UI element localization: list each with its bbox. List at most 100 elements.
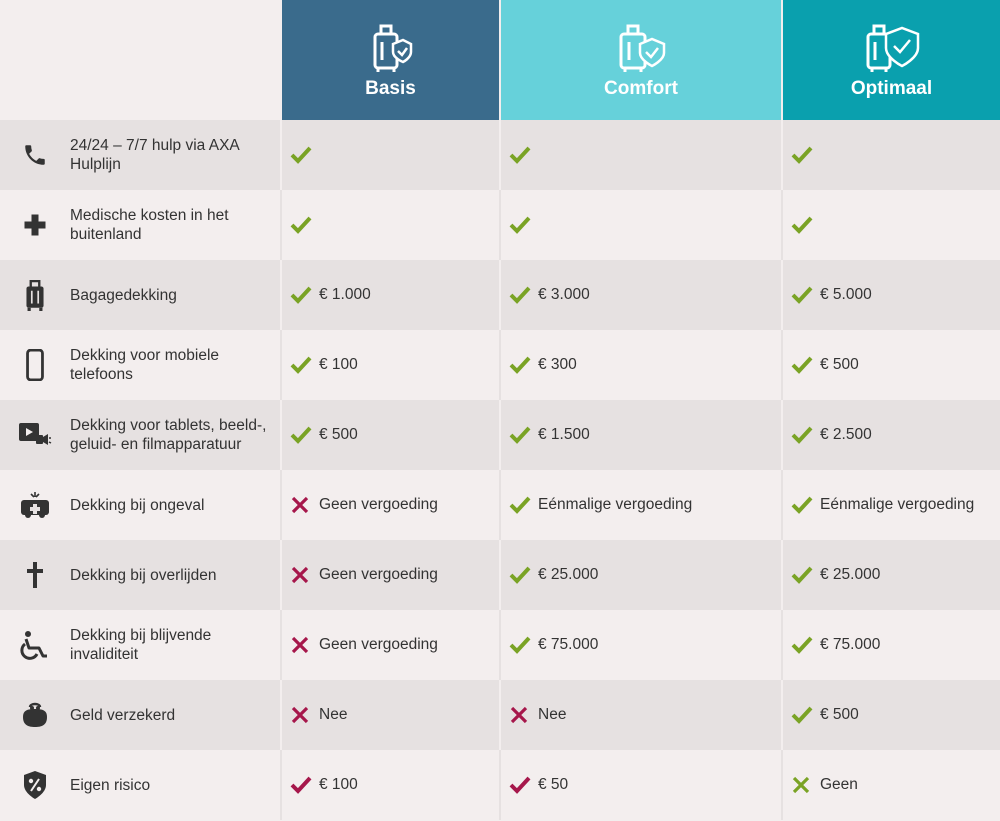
check-icon	[290, 774, 316, 796]
cell-optimaal: € 25.000	[781, 540, 1000, 610]
cell-basis: Geen vergoeding	[280, 470, 499, 540]
check-icon	[509, 354, 535, 376]
cell-comfort: € 25.000	[499, 540, 781, 610]
cell-basis: € 1.000	[280, 260, 499, 330]
check-icon	[791, 214, 817, 236]
plan-header-comfort: Comfort	[499, 0, 781, 120]
cell-comfort: € 75.000	[499, 610, 781, 680]
cell-value: Nee	[319, 706, 348, 723]
feature-label: Dekking bij blijvende invaliditeit	[70, 627, 212, 663]
cell-value: Geen	[820, 776, 858, 793]
plan-header-basis: Basis	[280, 0, 499, 120]
feature-cell: Medische kosten in het buitenland	[0, 190, 280, 260]
luggage-shield-icon	[616, 20, 666, 74]
cross-icon	[290, 494, 316, 516]
cell-optimaal: Geen	[781, 750, 1000, 820]
cell-value: Geen vergoeding	[319, 496, 438, 513]
check-icon	[791, 144, 817, 166]
check-icon	[290, 214, 316, 236]
luggage-shield-icon	[864, 20, 920, 74]
check-icon	[791, 284, 817, 306]
media-devices-icon	[0, 421, 70, 449]
feature-cell: Dekking bij overlijden	[0, 540, 280, 610]
header-corner	[0, 0, 280, 120]
cell-basis: Geen vergoeding	[280, 610, 499, 680]
table-row: Dekking bij overlijden Geen vergoeding € 2…	[0, 540, 1000, 610]
cell-comfort: € 300	[499, 330, 781, 400]
cross-icon	[290, 634, 316, 656]
table-header: Basis Comfort	[0, 0, 1000, 120]
cell-value: € 1.500	[538, 426, 590, 443]
cell-value: € 300	[538, 356, 577, 373]
check-icon	[509, 214, 535, 236]
feature-label: Dekking bij overlijden	[70, 566, 217, 584]
cell-value: € 3.000	[538, 286, 590, 303]
cell-value: € 500	[820, 356, 859, 373]
cell-basis: € 100	[280, 330, 499, 400]
check-icon	[509, 144, 535, 166]
purse-icon	[0, 701, 70, 729]
check-icon	[791, 564, 817, 586]
cell-value: € 2.500	[820, 426, 872, 443]
cell-optimaal	[781, 190, 1000, 260]
suitcase-icon	[0, 279, 70, 311]
table-row: Dekking voor tablets, beeld-, geluid- en…	[0, 400, 1000, 470]
cell-optimaal: Eénmalige vergoeding	[781, 470, 1000, 540]
cell-comfort	[499, 120, 781, 190]
cell-value: Geen vergoeding	[319, 636, 438, 653]
check-icon	[509, 634, 535, 656]
check-icon	[509, 424, 535, 446]
plan-name-comfort: Comfort	[604, 78, 678, 99]
cell-optimaal: € 500	[781, 330, 1000, 400]
wheelchair-icon	[0, 630, 70, 660]
feature-label: Dekking voor tablets, beeld-, geluid- en…	[70, 417, 267, 453]
cell-value: € 5.000	[820, 286, 872, 303]
plan-name-basis: Basis	[365, 78, 416, 99]
cell-optimaal: € 75.000	[781, 610, 1000, 680]
check-icon	[509, 774, 535, 796]
cell-comfort: Eénmalige vergoeding	[499, 470, 781, 540]
phone-icon	[0, 142, 70, 168]
feature-cell: 24/24 – 7/7 hulp via AXA Hulplijn	[0, 120, 280, 190]
feature-cell: Bagagedekking	[0, 260, 280, 330]
cell-value: € 50	[538, 776, 569, 793]
cell-value: Nee	[538, 706, 567, 723]
check-icon	[791, 354, 817, 376]
check-icon	[791, 424, 817, 446]
table-row: Dekking voor mobiele telefoons € 100 € 300…	[0, 330, 1000, 400]
plan-header-optimaal: Optimaal	[781, 0, 1000, 120]
feature-cell: Dekking bij blijvende invaliditeit	[0, 610, 280, 680]
cell-optimaal: € 500	[781, 680, 1000, 750]
cross-icon	[791, 774, 817, 796]
table-row: Bagagedekking € 1.000 € 3.000 € 5.000	[0, 260, 1000, 330]
cell-comfort: € 3.000	[499, 260, 781, 330]
cell-comfort	[499, 190, 781, 260]
cell-basis: € 100	[280, 750, 499, 820]
feature-cell: Dekking voor mobiele telefoons	[0, 330, 280, 400]
cell-optimaal	[781, 120, 1000, 190]
cell-value: € 75.000	[820, 636, 881, 653]
cell-value: Eénmalige vergoeding	[820, 496, 975, 513]
check-icon	[791, 494, 817, 516]
plan-name-optimaal: Optimaal	[850, 78, 933, 99]
feature-label: Geld verzekerd	[70, 706, 176, 724]
cell-value: € 500	[319, 426, 358, 443]
feature-cell: Dekking voor tablets, beeld-, geluid- en…	[0, 400, 280, 470]
cross-icon	[290, 564, 316, 586]
cell-optimaal: € 5.000	[781, 260, 1000, 330]
cell-comfort: € 1.500	[499, 400, 781, 470]
cell-basis: Nee	[280, 680, 499, 750]
feature-label: Eigen risico	[70, 776, 151, 794]
check-icon	[509, 284, 535, 306]
grave-cross-icon	[0, 560, 70, 590]
cell-value: € 75.000	[538, 636, 599, 653]
cell-optimaal: € 2.500	[781, 400, 1000, 470]
cell-value: € 100	[319, 776, 358, 793]
cross-icon	[290, 704, 316, 726]
check-icon	[509, 564, 535, 586]
ambulance-icon	[0, 491, 70, 519]
cell-value: Geen vergoeding	[319, 566, 438, 583]
cell-value: € 25.000	[820, 566, 881, 583]
feature-label: Bagagedekking	[70, 286, 177, 304]
table-row: Geld verzekerd Nee Nee € 500	[0, 680, 1000, 750]
